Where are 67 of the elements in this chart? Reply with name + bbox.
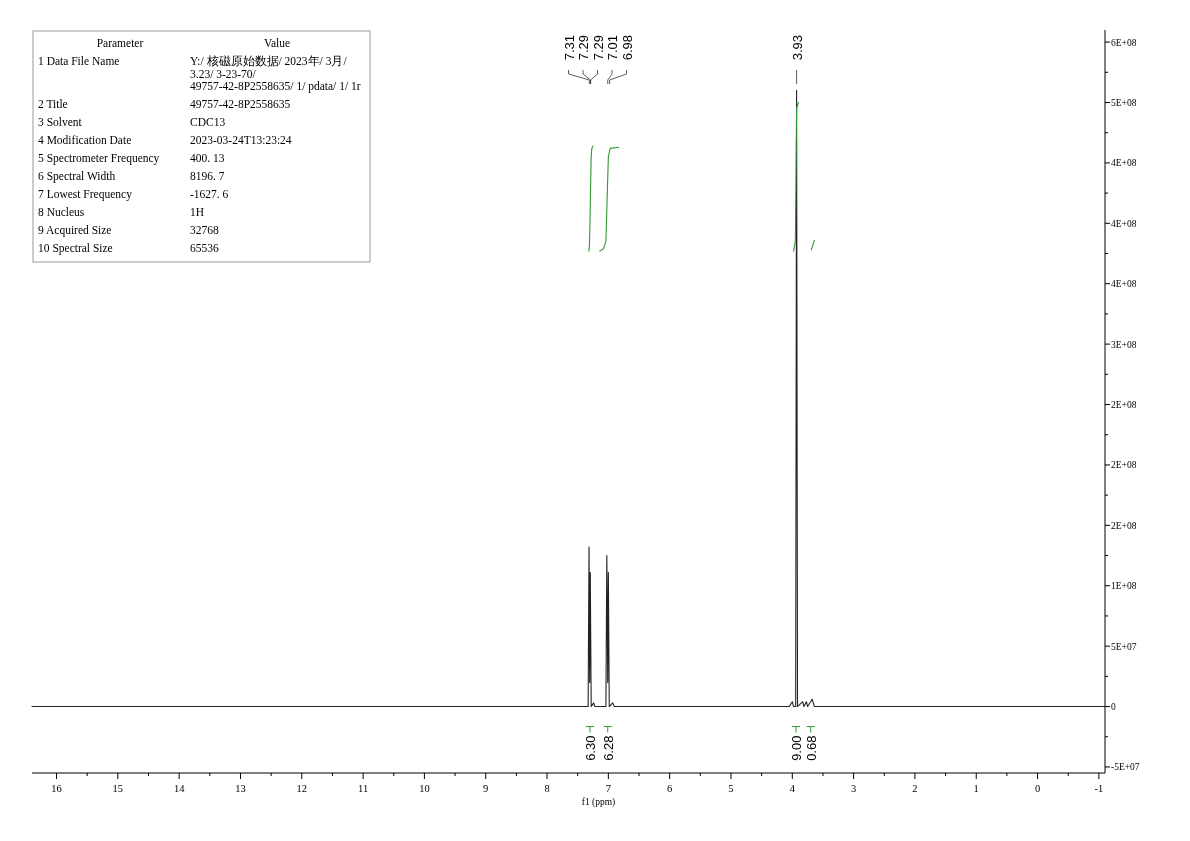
x-axis-title: f1 (ppm) [581,797,616,808]
annotation: 9.00 [788,735,804,761]
annotation: 3.93 [789,35,805,61]
text: Y:/ 核磁原始数据/ 2023年/ 3月/ 3.23/ 3-23-70/ 49757-42-8P2558635/ 1/ pdata/ 1/ 1r [190,55,361,92]
x-tick-label: 10 [419,783,430,794]
y-tick-label: 4E+08 [1111,218,1137,229]
y-tick-label: 3E+08 [1111,339,1137,350]
x-tick-label: 11 [358,783,369,794]
x-tick-label: 13 [235,783,246,794]
y-tick-label: 4E+08 [1111,279,1137,290]
category-label: 8 Nucleus [38,206,85,218]
y-tick-label: 5E+07 [1111,641,1137,652]
category-label: 7 Lowest Frequency [38,188,132,200]
category-label: 6 Spectral Width [38,170,116,182]
x-tick-label: 4 [789,783,796,794]
category-label: Value [263,37,291,49]
line-series [588,145,594,252]
x-tick-label: 16 [51,783,62,794]
category-label: 5 Spectrometer Frequency [38,152,160,164]
x-tick-label: 15 [112,783,124,794]
x-tick-label: 8 [544,783,550,794]
category-label: 1 Data File Name [38,55,120,67]
x-tick-label: 7 [605,783,611,794]
category-label: 3 Solvent [38,116,82,128]
annotation: 6.28 [600,735,616,761]
x-tick-label: 2 [912,783,918,794]
annotation: 7.31 [561,35,577,61]
annotation: 7.29 [576,35,592,61]
text: -1627. 6 [190,188,229,200]
category-label: 2 Title [38,98,68,110]
x-tick-label: 9 [483,783,489,794]
y-tick-label: 6E+08 [1111,37,1137,48]
text: 400. 13 [190,152,225,164]
annotation: 7.29 [590,35,606,61]
annotation: 6.30 [582,735,598,761]
category-label: 9 Acquired Size [38,224,112,236]
x-tick-label: -1 [1094,783,1104,794]
x-tick-label: 1 [973,783,979,794]
y-tick-label: -5E+07 [1111,762,1140,773]
y-tick-label: 4E+08 [1111,158,1137,169]
annotation: 0.68 [803,735,819,761]
text: 8196. 7 [190,170,225,182]
y-tick-label: 2E+08 [1111,460,1137,471]
text: CDC13 [190,116,226,128]
annotation: 6.98 [619,35,635,61]
y-tick-label: 2E+08 [1111,520,1137,531]
x-tick-label: 6 [667,783,673,794]
y-tick-label: 5E+08 [1111,97,1137,108]
category-label: 4 Modification Date [38,134,132,146]
category-label: Parameter [96,37,144,49]
y-tick-label: 1E+08 [1111,581,1137,592]
text: 49757-42-8P2558635 [190,98,291,110]
x-tick-label: 3 [850,783,857,794]
text: 2023-03-24T13:23:24 [190,134,292,146]
line-series [792,101,799,252]
line-series [599,146,620,252]
text: 1H [190,206,205,218]
x-tick-label: 14 [173,783,186,794]
text: 65536 [190,242,219,254]
x-tick-label: 0 [1034,783,1041,794]
x-tick-label: 12 [296,783,308,794]
x-tick-label: 5 [728,783,734,794]
text: 32768 [190,224,219,236]
annotation: 7.01 [605,35,621,61]
category-label: 10 Spectral Size [38,242,113,254]
y-tick-label: 0 [1111,702,1116,713]
y-tick-label: 2E+08 [1111,400,1137,411]
